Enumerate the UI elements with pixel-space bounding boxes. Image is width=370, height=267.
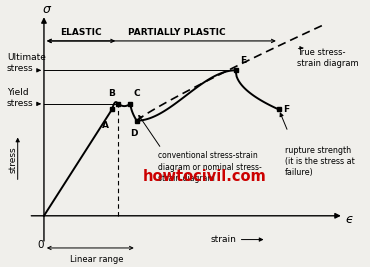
Text: D: D [130,129,137,138]
Text: conventional stress-strain
diagram or nominal stress-
strain diagram: conventional stress-strain diagram or no… [158,151,262,183]
Text: Yield
stress: Yield stress [7,88,34,108]
Text: ELASTIC: ELASTIC [60,28,102,37]
Text: ϵ: ϵ [345,214,353,226]
Text: C: C [134,89,140,98]
Text: 0: 0 [38,240,44,250]
Text: Linear range: Linear range [70,255,123,264]
Text: A: A [102,121,109,130]
Text: howtocivil.com: howtocivil.com [143,169,266,184]
Text: Ultimate
stress: Ultimate stress [7,53,46,73]
Text: σ: σ [43,3,51,16]
Text: strain: strain [210,235,236,244]
Text: F: F [283,105,290,114]
Text: B: B [108,89,115,98]
Text: stress: stress [9,147,17,173]
Text: PARTIALLY PLASTIC: PARTIALLY PLASTIC [128,28,226,37]
Text: rupture strength
(it is the stress at
failure): rupture strength (it is the stress at fa… [285,146,355,177]
Text: E: E [240,56,246,65]
Text: True stress-
strain diagram: True stress- strain diagram [297,48,359,68]
